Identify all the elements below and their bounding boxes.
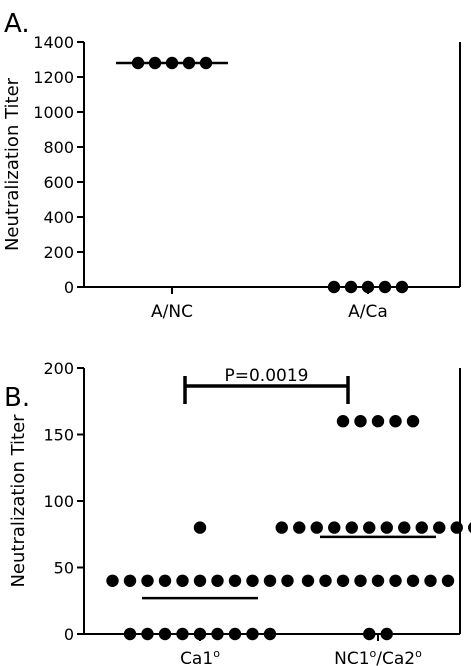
data-point (293, 521, 306, 534)
data-point (141, 627, 154, 641)
y-tick-label: 1200 (33, 68, 74, 87)
panel-label: A. (4, 9, 30, 39)
y-tick-label: 0 (64, 625, 74, 644)
y-tick-label: 50 (54, 559, 74, 578)
y-tick-label: 150 (43, 426, 74, 445)
data-point (141, 574, 154, 587)
data-point (106, 574, 119, 587)
data-point (354, 574, 367, 587)
data-point (441, 574, 455, 587)
data-point (363, 521, 376, 534)
data-point (361, 280, 375, 294)
y-tick-label: 1400 (33, 33, 74, 52)
data-point (176, 574, 189, 587)
panel-a: A. 0 200 400 600 800 1000 1200 1400 Neutralizatio… (2, 9, 461, 322)
data-point (176, 627, 189, 641)
panel-b: B. 0 50 100 150 200 Neutralization Titer Ca1o​ N… (4, 359, 471, 666)
data-point (327, 280, 341, 294)
data-point (158, 574, 172, 587)
y-tick-label: 400 (43, 208, 74, 227)
data-point (211, 627, 224, 641)
data-point (336, 574, 350, 587)
data-point (193, 627, 207, 641)
x-tick-label: NC1o​/Ca2o​ (334, 647, 422, 666)
data-point (371, 415, 385, 428)
data-point (424, 574, 437, 587)
data-point (389, 574, 402, 587)
data-point (450, 521, 463, 534)
data-point (123, 627, 137, 641)
data-point (228, 574, 242, 587)
y-tick-label: 1000 (33, 103, 74, 122)
y-axis-label: Neutralization Titer (8, 414, 29, 588)
data-point (246, 574, 259, 587)
data-point (193, 521, 207, 534)
panel-label: B. (4, 383, 30, 413)
data-point (468, 522, 471, 533)
data-point (354, 415, 367, 428)
data-point (398, 521, 411, 534)
data-point (275, 521, 288, 534)
data-point (378, 280, 392, 294)
y-tick-label: 100 (43, 492, 74, 511)
data-point (319, 574, 332, 587)
data-point (158, 627, 172, 641)
data-point (301, 574, 315, 587)
data-point (281, 574, 294, 587)
data-point (123, 574, 137, 587)
data-point (263, 574, 277, 587)
data-point (363, 627, 376, 641)
data-point (395, 280, 409, 294)
y-tick-label: 0 (64, 278, 74, 297)
data-point (344, 280, 358, 294)
x-tick-label: A/Ca (348, 302, 388, 322)
significance-label: P=0.0019 (225, 366, 309, 386)
data-point (389, 415, 402, 428)
data-point (336, 415, 350, 428)
data-point (193, 574, 207, 587)
data-point (228, 627, 242, 641)
x-tick-label: Ca1o​ (180, 647, 220, 666)
data-point (380, 627, 393, 641)
y-axis-label: Neutralization Titer (2, 77, 23, 251)
data-point (263, 627, 277, 641)
data-point (415, 521, 428, 534)
data-point (406, 415, 420, 428)
data-point (371, 574, 385, 587)
data-point (380, 521, 393, 534)
y-tick-label: 200 (43, 359, 74, 378)
data-point (406, 574, 420, 587)
data-point (433, 521, 446, 534)
data-point (211, 574, 224, 587)
data-point (345, 521, 358, 534)
y-tick-label: 800 (43, 138, 74, 157)
y-tick-label: 600 (43, 173, 74, 192)
data-point (328, 521, 341, 534)
y-tick-label: 200 (43, 243, 74, 262)
data-point (310, 521, 323, 534)
x-tick-label: A/NC (151, 302, 193, 322)
data-point (246, 627, 259, 641)
